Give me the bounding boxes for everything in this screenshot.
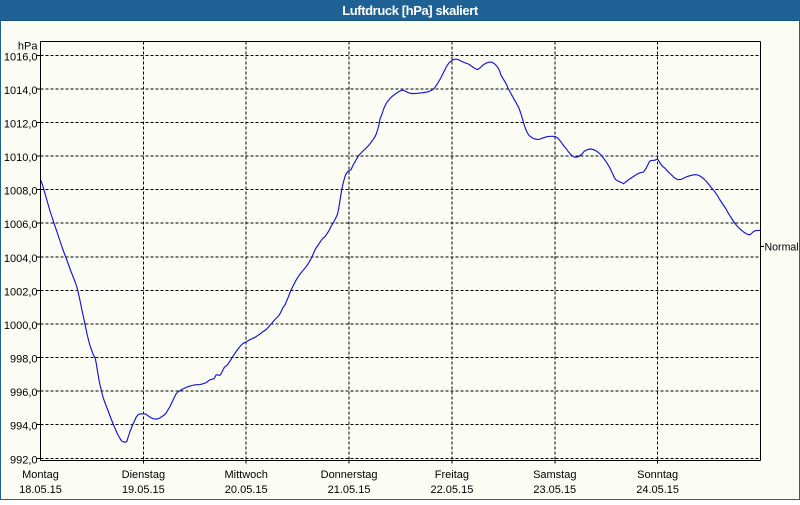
svg-text:Donnerstag: Donnerstag bbox=[321, 469, 378, 481]
svg-text:Montag: Montag bbox=[22, 469, 59, 481]
svg-text:994,0: 994,0 bbox=[10, 421, 38, 433]
svg-text:1014,0: 1014,0 bbox=[4, 85, 38, 97]
svg-text:1000,0: 1000,0 bbox=[4, 320, 38, 332]
svg-text:Mittwoch: Mittwoch bbox=[225, 469, 268, 481]
svg-text:Sonntag: Sonntag bbox=[637, 469, 678, 481]
svg-text:18.05.15: 18.05.15 bbox=[19, 484, 62, 496]
svg-text:1004,0: 1004,0 bbox=[4, 253, 38, 265]
svg-text:23.05.15: 23.05.15 bbox=[533, 484, 576, 496]
svg-text:24.05.15: 24.05.15 bbox=[636, 484, 679, 496]
svg-text:Dienstag: Dienstag bbox=[122, 469, 165, 481]
svg-text:1006,0: 1006,0 bbox=[4, 219, 38, 231]
svg-text:1002,0: 1002,0 bbox=[4, 286, 38, 298]
svg-text:Luftdruck [hPa] skaliert: Luftdruck [hPa] skaliert bbox=[342, 3, 479, 18]
svg-text:20.05.15: 20.05.15 bbox=[225, 484, 268, 496]
svg-text:Freitag: Freitag bbox=[435, 469, 469, 481]
svg-text:998,0: 998,0 bbox=[10, 354, 38, 366]
svg-text:21.05.15: 21.05.15 bbox=[328, 484, 371, 496]
svg-text:hPa: hPa bbox=[18, 41, 38, 53]
svg-text:1012,0: 1012,0 bbox=[4, 119, 38, 131]
svg-text:Samstag: Samstag bbox=[533, 469, 576, 481]
svg-text:1016,0: 1016,0 bbox=[4, 51, 38, 63]
svg-text:1010,0: 1010,0 bbox=[4, 152, 38, 164]
svg-text:996,0: 996,0 bbox=[10, 387, 38, 399]
svg-text:1008,0: 1008,0 bbox=[4, 186, 38, 198]
svg-text:22.05.15: 22.05.15 bbox=[431, 484, 474, 496]
svg-text:Normal: Normal bbox=[765, 242, 799, 254]
svg-text:19.05.15: 19.05.15 bbox=[122, 484, 165, 496]
svg-text:992,0: 992,0 bbox=[10, 454, 38, 466]
